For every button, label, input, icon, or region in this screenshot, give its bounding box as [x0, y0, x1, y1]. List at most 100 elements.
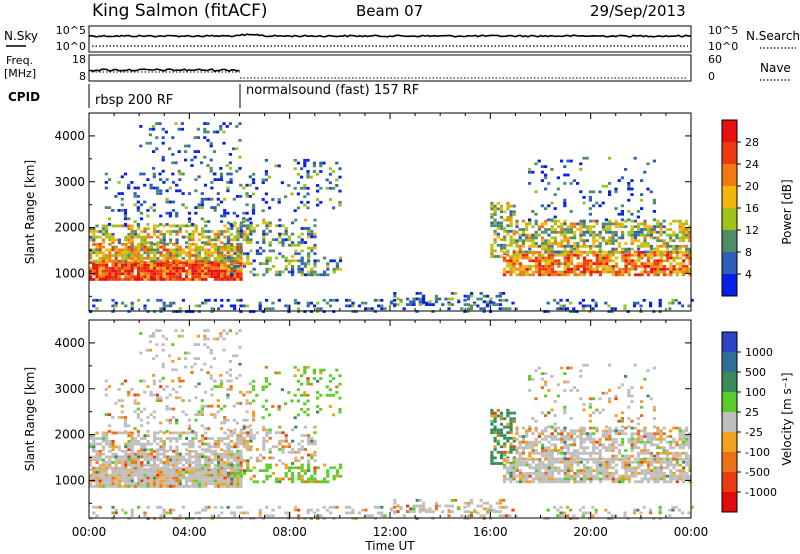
- power-cell: [212, 130, 216, 134]
- power-cell: [598, 256, 603, 260]
- power-cell: [162, 238, 166, 242]
- velocity-cell: [312, 368, 316, 372]
- velocity-cell: [124, 458, 128, 462]
- power-cell: [229, 181, 233, 184]
- power-cell: [525, 222, 529, 226]
- velocity-cell: [114, 461, 118, 464]
- power-cell: [165, 242, 169, 246]
- power-cell: [175, 248, 179, 252]
- power-cell: [178, 266, 182, 270]
- power-cell: [518, 247, 522, 251]
- power-cell: [503, 229, 507, 233]
- power-cell: [649, 247, 653, 251]
- power-cell: [127, 256, 131, 260]
- power-cell: [217, 275, 221, 278]
- power-cell: [534, 251, 539, 254]
- velocity-cell: [649, 454, 653, 458]
- velocity-cell: [197, 410, 201, 414]
- nave-tick-bottom: 0: [708, 70, 715, 83]
- velocity-cell: [614, 472, 619, 475]
- power-cell: [117, 251, 121, 255]
- power-cell: [617, 225, 621, 229]
- velocity-cell: [547, 446, 551, 450]
- velocity-cell: [646, 449, 650, 452]
- velocity-cell: [246, 469, 250, 472]
- power-cell: [156, 259, 160, 263]
- velocity-cell: [136, 402, 140, 405]
- power-cell: [557, 250, 561, 254]
- velocity-cell: [216, 337, 220, 341]
- power-cell: [168, 214, 172, 218]
- velocity-cell: [573, 472, 577, 475]
- velocity-cell: [207, 404, 211, 408]
- power-cell: [191, 230, 195, 233]
- velocity-cell: [191, 473, 195, 477]
- velocity-cell: [108, 466, 112, 470]
- velocity-cell: [547, 472, 551, 475]
- power-cell: [640, 230, 644, 234]
- velocity-cell: [226, 455, 230, 459]
- power-cell: [300, 232, 304, 236]
- power-cell: [213, 259, 217, 263]
- power-cell: [503, 238, 507, 242]
- power-cell: [265, 307, 269, 311]
- velocity-cell: [204, 463, 208, 467]
- power-cell: [677, 301, 681, 305]
- power-cell: [290, 192, 294, 196]
- power-cell: [637, 244, 641, 248]
- velocity-cell: [630, 432, 634, 436]
- power-cell: [576, 262, 580, 265]
- power-cell: [246, 227, 250, 230]
- power-cell: [217, 251, 221, 255]
- power-cell: [143, 275, 147, 278]
- velocity-cell: [547, 466, 551, 470]
- velocity-cell: [222, 337, 226, 341]
- velocity-cell: [159, 479, 163, 483]
- power-cell: [682, 270, 686, 274]
- velocity-cell: [541, 443, 545, 447]
- velocity-cell: [108, 445, 112, 449]
- power-cell: [104, 186, 108, 190]
- power-cell: [217, 254, 221, 257]
- power-cell: [111, 304, 115, 308]
- velocity-cell: [153, 458, 157, 462]
- power-cell: [627, 187, 631, 191]
- velocity-cell: [518, 477, 523, 481]
- velocity-cell: [544, 457, 548, 461]
- velocity-cell: [608, 429, 612, 433]
- power-cell: [547, 233, 551, 237]
- velocity-cell: [666, 480, 670, 484]
- velocity-cell: [181, 399, 185, 402]
- velocity-cell: [605, 477, 609, 481]
- velocity-cell: [550, 469, 555, 472]
- velocity-cell: [206, 337, 210, 341]
- power-cell: [271, 238, 275, 242]
- velocity-cell: [225, 332, 229, 335]
- power-cell: [624, 270, 628, 274]
- power-cell: [245, 195, 249, 198]
- power-cell: [601, 222, 605, 226]
- velocity-cell: [614, 426, 618, 430]
- velocity-cell: [605, 474, 609, 478]
- power-ytick-label: 1000: [54, 266, 85, 280]
- velocity-cell: [246, 462, 250, 465]
- power-cell: [592, 262, 596, 265]
- power-cell: [608, 236, 612, 240]
- power-cell: [162, 304, 166, 308]
- power-cell: [415, 297, 419, 301]
- power-cell: [228, 122, 232, 125]
- power-cell: [640, 228, 644, 231]
- power-cell: [239, 245, 243, 249]
- power-cell: [123, 217, 128, 221]
- power-cell: [291, 241, 295, 244]
- power-cell: [582, 273, 587, 277]
- velocity-cell: [313, 480, 317, 484]
- velocity-cell: [563, 426, 567, 430]
- power-cell: [207, 238, 211, 242]
- velocity-cell: [528, 425, 532, 429]
- power-cell: [143, 227, 147, 231]
- power-cell: [518, 233, 522, 237]
- power-cell: [490, 221, 494, 225]
- velocity-cell: [143, 449, 147, 453]
- velocity-cell: [595, 463, 599, 467]
